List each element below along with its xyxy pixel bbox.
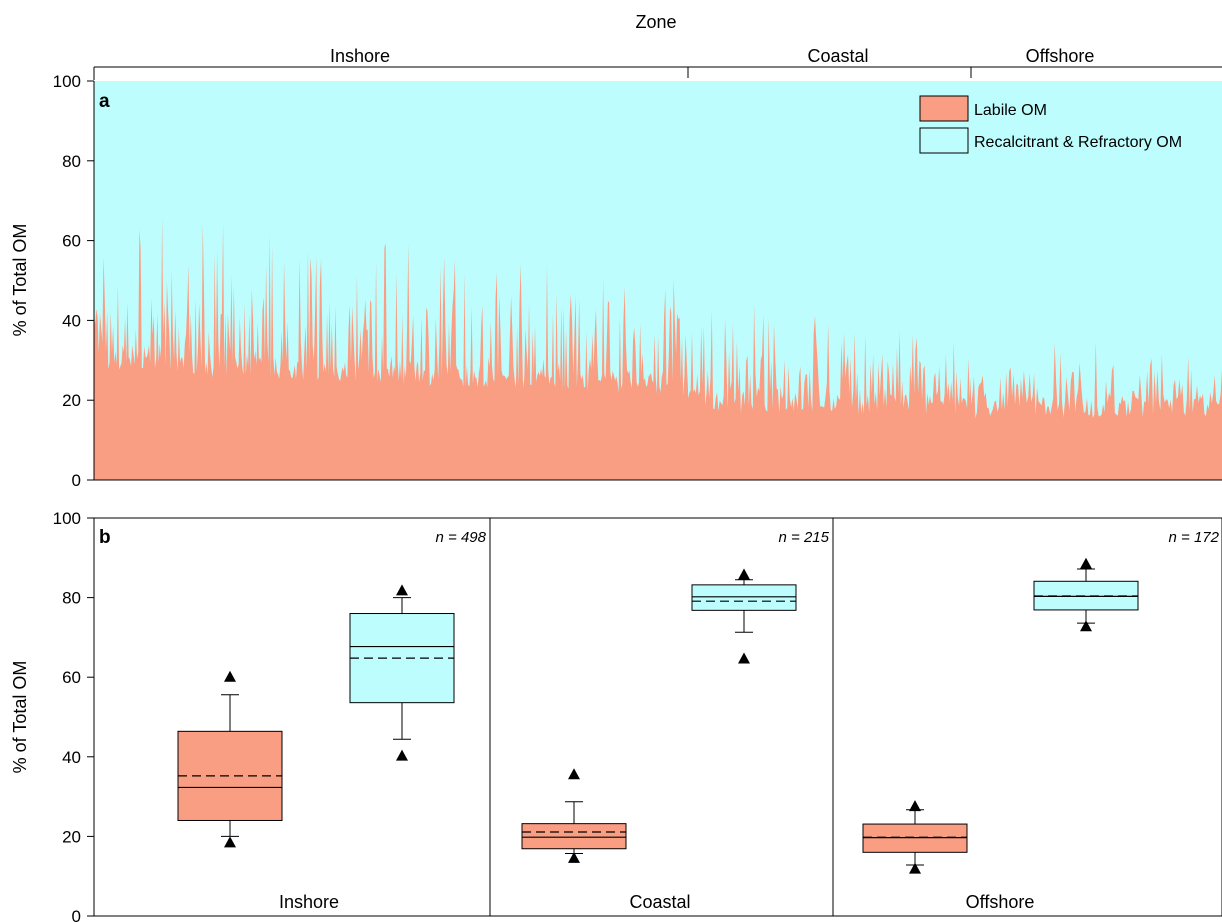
group-label-coastal: Coastal — [629, 892, 690, 912]
zone-label-coastal: Coastal — [807, 46, 868, 66]
panel-b-frame — [93, 517, 1222, 917]
labile-area — [94, 216, 1222, 480]
outlier-marker-offshore-labile — [909, 862, 921, 874]
outlier-marker-offshore-labile — [909, 800, 921, 812]
panel-a-y-tick-label: 80 — [62, 152, 81, 171]
panel-a-y-axis: 0 20 40 60 80 100 — [53, 72, 1222, 490]
group-label-offshore: Offshore — [966, 892, 1035, 912]
n-label-coastal: n = 215 — [779, 529, 830, 546]
panel-b-y-tick-label: 20 — [62, 827, 81, 846]
outlier-marker-coastal-recalcitrant — [738, 568, 750, 580]
zone-label-inshore: Inshore — [330, 46, 390, 66]
panel-a-letter: a — [99, 91, 110, 112]
box-coastal-recalcitrant — [691, 584, 797, 611]
n-label-offshore: n = 172 — [1169, 529, 1220, 546]
legend-label-labile: Labile OM — [974, 102, 1047, 119]
outlier-marker-offshore-recalcitrant — [1080, 620, 1092, 632]
box-coastal-labile — [521, 823, 627, 850]
panel-a-y-tick-label: 20 — [62, 391, 81, 410]
outlier-marker-inshore-recalcitrant — [396, 584, 408, 596]
panel-a-y-label: % of Total OM — [10, 224, 30, 337]
panel-b-y-label: % of Total OM — [10, 661, 30, 774]
zone-label-offshore: Offshore — [1026, 46, 1095, 66]
panel-b-y-tick-label: 100 — [53, 509, 81, 528]
panel-b-y-tick-label: 80 — [62, 589, 81, 608]
panel-b-y-tick-label: 60 — [62, 668, 81, 687]
outlier-marker-offshore-recalcitrant — [1080, 557, 1092, 569]
outlier-marker-coastal-labile — [568, 851, 580, 863]
panel-b-y-axis: 0 20 40 60 80 100 — [53, 509, 1222, 922]
panel-b-y-tick-label: 0 — [72, 907, 81, 922]
panel-b-letter: b — [99, 527, 111, 548]
legend-swatch-recalcitrant — [919, 127, 969, 154]
zone-header: Inshore Coastal Offshore — [93, 46, 1222, 80]
panel-b-y-tick-label: 40 — [62, 748, 81, 767]
outlier-marker-inshore-labile — [224, 836, 236, 848]
outlier-marker-inshore-labile — [224, 670, 236, 682]
outlier-marker-coastal-recalcitrant — [738, 652, 750, 664]
n-label-inshore: n = 498 — [436, 529, 487, 546]
panel-a-y-tick-label: 100 — [53, 72, 81, 91]
panel-a-stacked-area: 0 20 40 60 80 100 a % of Total OM Labile OM R… — [10, 72, 1222, 490]
legend-label-recalcitrant: Recalcitrant & Refractory OM — [974, 134, 1182, 151]
panel-a-y-tick-label: 40 — [62, 311, 81, 330]
boxplot-group — [177, 557, 1139, 874]
panel-a-y-tick-label: 60 — [62, 232, 81, 251]
group-label-inshore: Inshore — [279, 892, 339, 912]
zone-axis-title: Zone — [635, 12, 676, 32]
outlier-marker-inshore-recalcitrant — [396, 749, 408, 761]
panel-a-y-tick-label: 0 — [72, 471, 81, 490]
outlier-marker-coastal-labile — [568, 768, 580, 780]
legend-swatch-labile — [919, 95, 969, 122]
legend: Labile OM Recalcitrant & Refractory OM — [919, 95, 1182, 154]
panel-b-boxplots: 0 20 40 60 80 100 b % of Total OM n = 498 n =… — [10, 509, 1222, 922]
